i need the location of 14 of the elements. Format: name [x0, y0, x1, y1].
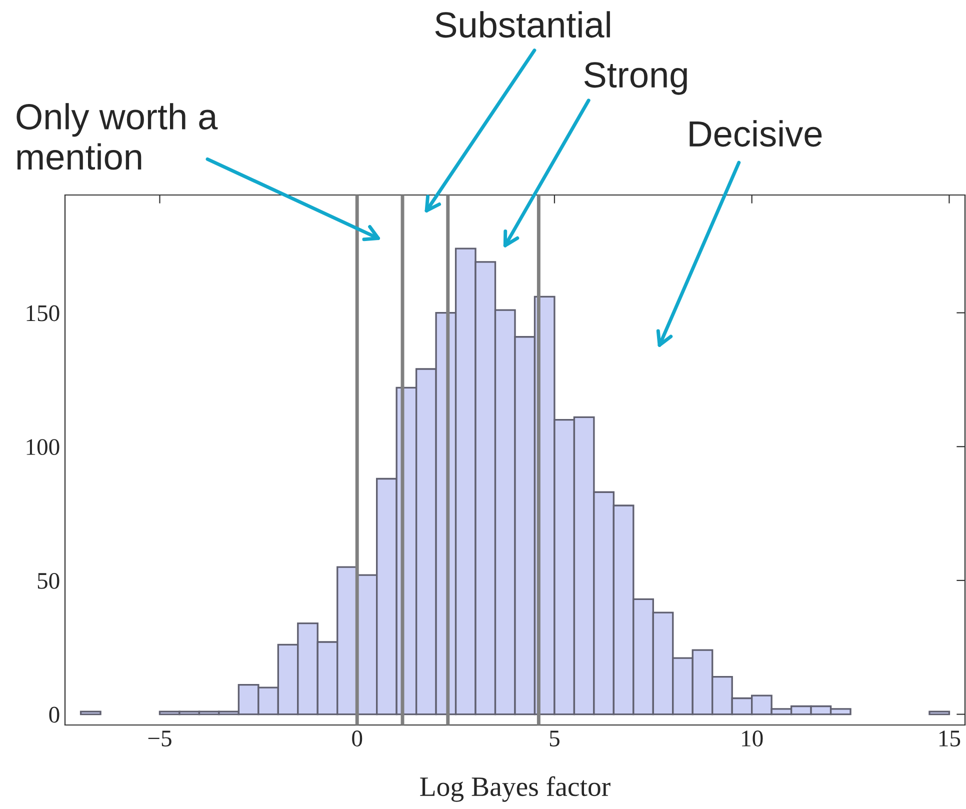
- text: Substantial: [435, 11, 610, 38]
- y-tick-label: 0: [49, 706, 60, 723]
- y-tick-label: 150: [26, 305, 60, 322]
- y-tick-label: 100: [26, 439, 60, 456]
- x-tick-label: 10: [742, 730, 763, 746]
- y-tick-label: 50: [38, 572, 60, 589]
- x-tick-label: 15: [939, 730, 960, 746]
- x-tick-label: −5: [148, 730, 172, 746]
- text: Decisive: [690, 120, 822, 147]
- text: Only worth a mention: [16, 103, 218, 170]
- x-axis-title: Log Bayes factor: [420, 776, 610, 802]
- x-tick-label: 0: [352, 730, 362, 746]
- text: Strong: [584, 62, 687, 95]
- x-tick-label: 5: [550, 730, 560, 746]
